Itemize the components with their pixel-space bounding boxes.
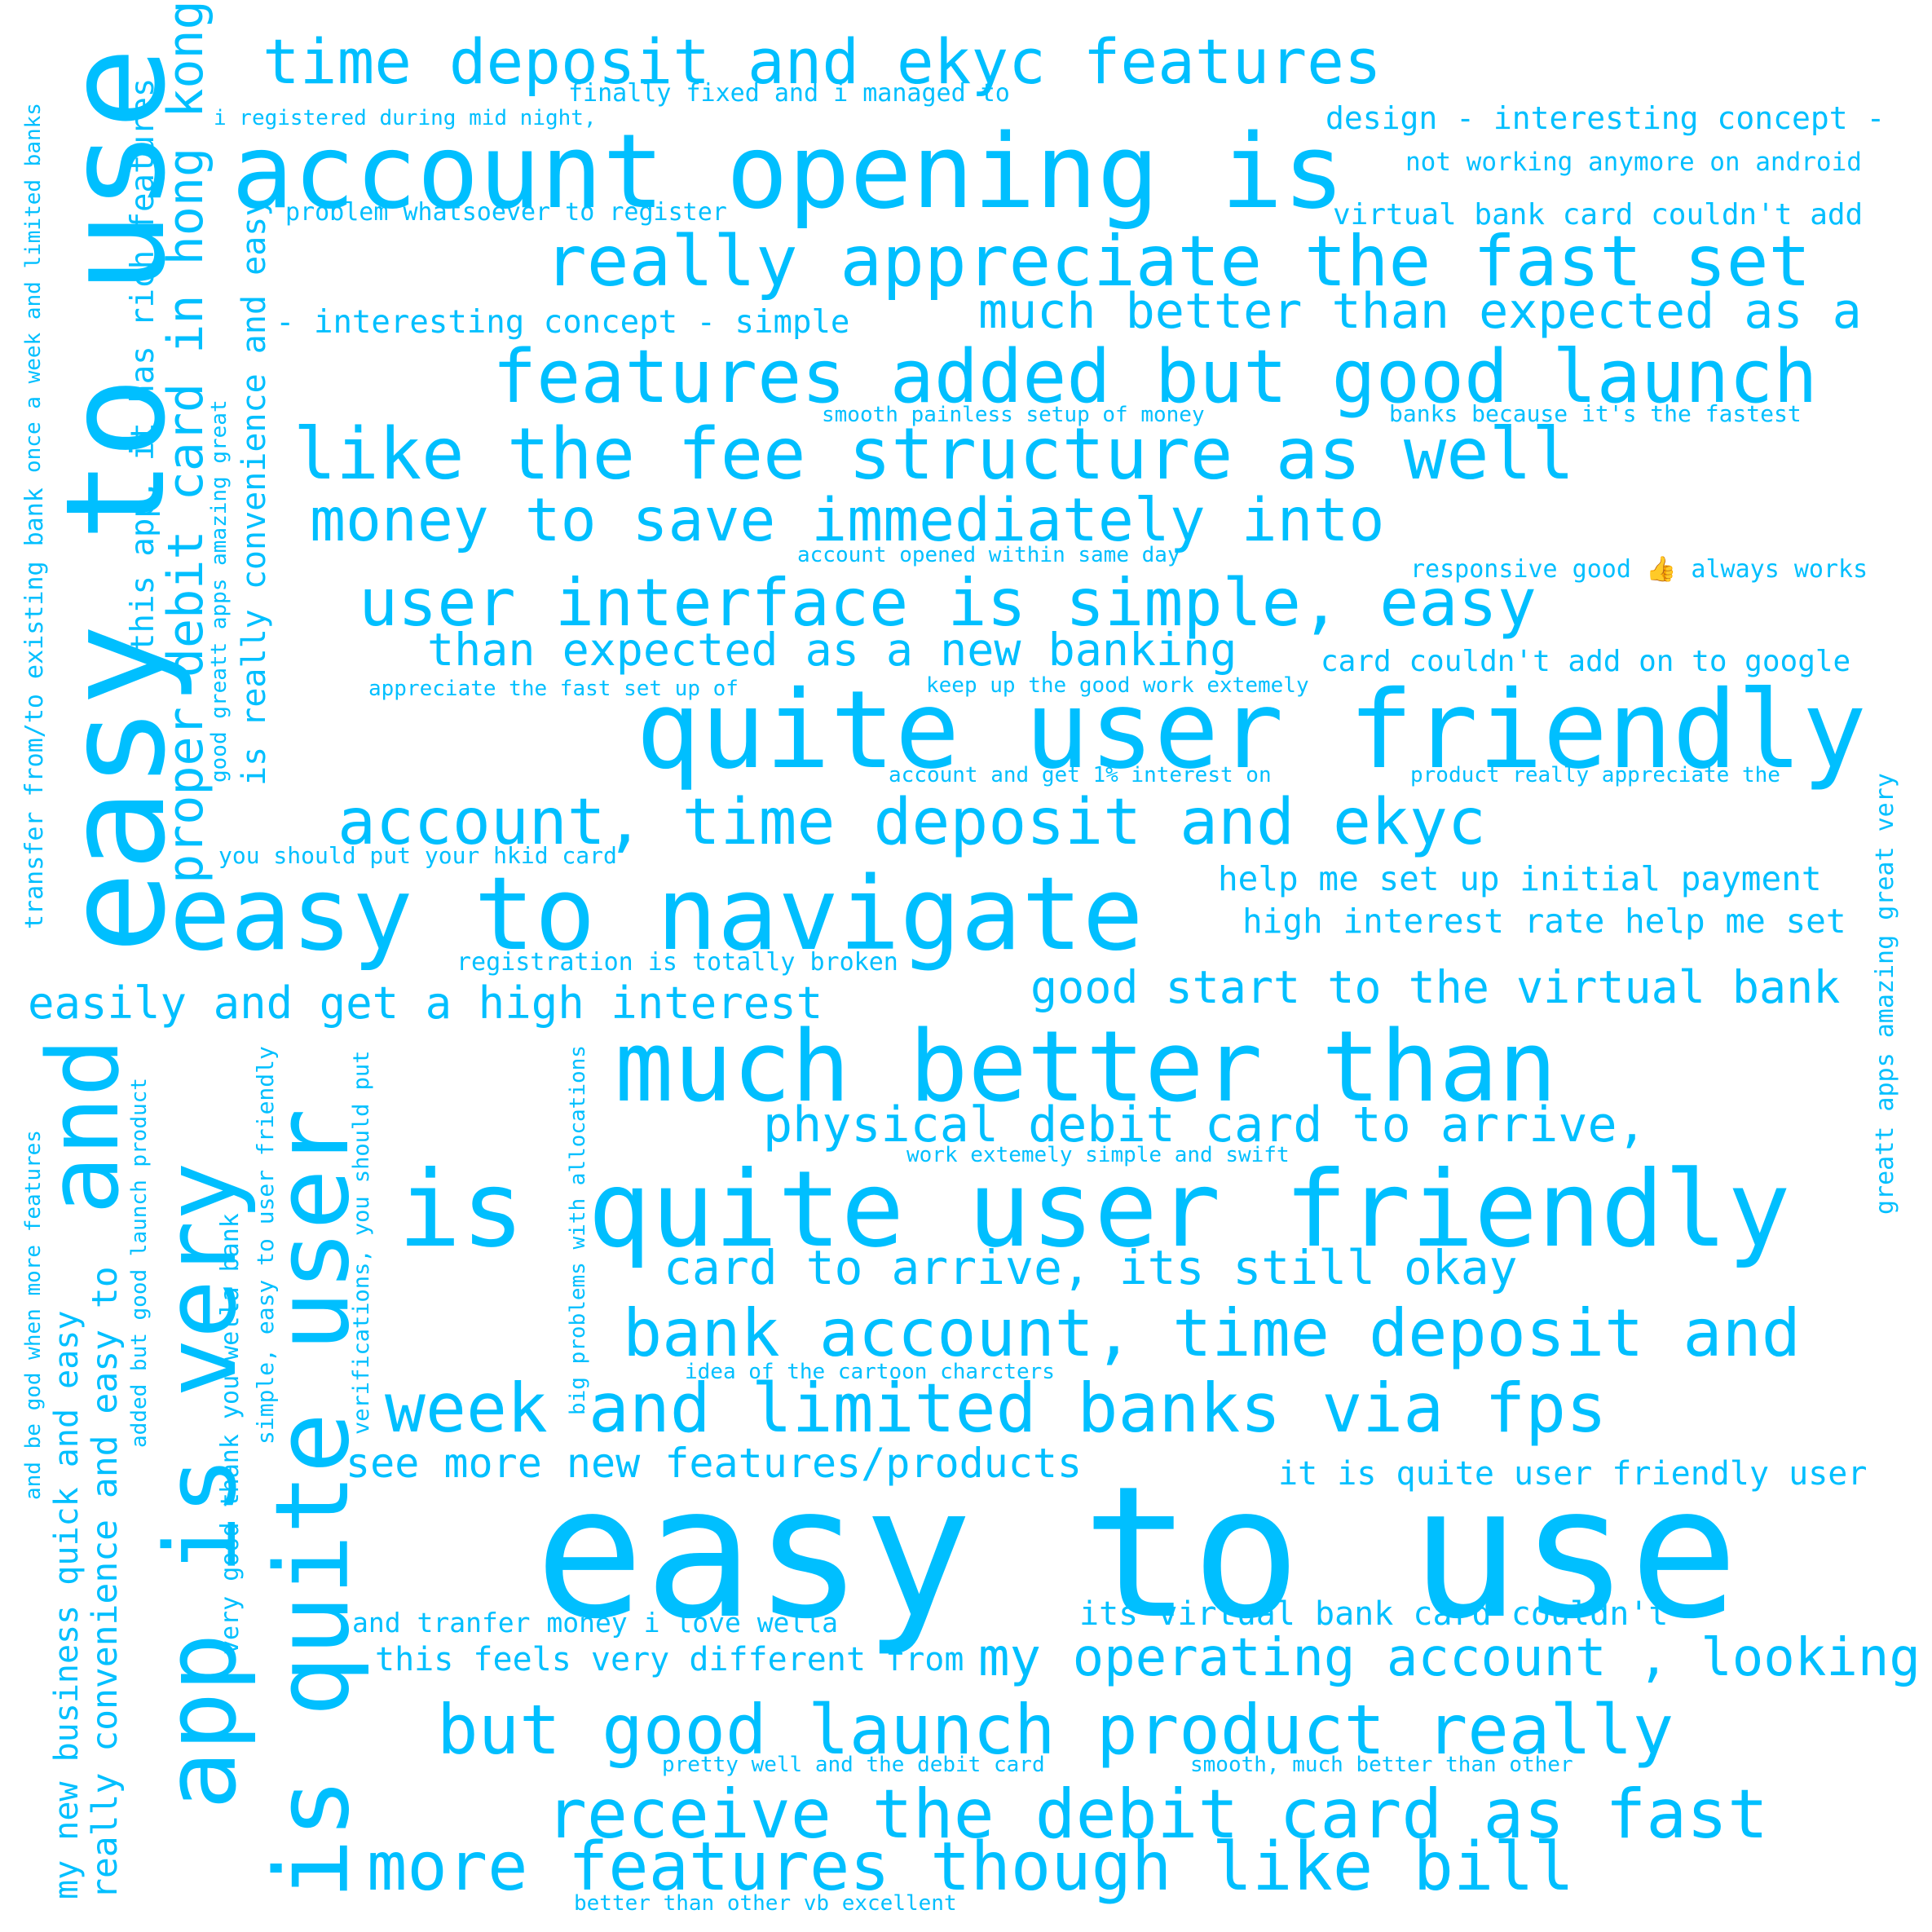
word-cloud-phrase: problem whatsoever to register <box>285 198 727 227</box>
word-cloud-phrase: physical debit card to arrive, <box>763 1096 1647 1153</box>
word-cloud-phrase: than expected as a new banking <box>427 624 1237 676</box>
word-cloud-phrase: responsive good 👍 always works <box>1410 555 1868 584</box>
word-cloud-phrase-vertical: big problems with allocations <box>566 1045 590 1415</box>
word-cloud-phrase: much better than <box>615 1011 1557 1124</box>
word-cloud-phrase: better than other vb excellent <box>574 1891 957 1916</box>
word-cloud-phrase: its virtual bank card couldn't <box>1079 1595 1669 1633</box>
word-cloud-phrase-vertical: my new business quick and easy <box>48 1310 86 1899</box>
word-cloud-phrase: receive the debit card as fast <box>546 1775 1769 1854</box>
word-cloud-phrase: not working anymore on android <box>1405 148 1862 177</box>
word-cloud-phrase: account and get 1% interest on <box>889 763 1272 787</box>
word-cloud-phrase: product really appreciate the <box>1410 763 1780 787</box>
word-cloud-phrase-vertical: greatt apps amazing great very <box>1871 773 1899 1215</box>
word-cloud-phrase: quite user friendly <box>636 668 1867 793</box>
word-cloud-phrase: week and limited banks via fps <box>385 1369 1608 1448</box>
word-cloud-phrase-vertical: good greatt apps amazing great <box>207 399 232 783</box>
word-cloud-phrase: smooth painless setup of money <box>822 403 1205 427</box>
word-cloud-phrase: my operating account , looking <box>978 1628 1921 1688</box>
word-cloud-phrase: good start to the virtual bank <box>1030 961 1841 1013</box>
word-cloud-phrase-vertical: simple, easy to user friendly <box>252 1046 279 1445</box>
word-cloud-phrase: like the fee structure as well <box>293 412 1575 496</box>
word-cloud-phrase-vertical: is really convenience and easy <box>236 196 273 786</box>
word-cloud-phrase: banks because it's the fastest <box>1389 400 1802 427</box>
word-cloud-phrase: see more new features/products <box>346 1440 1083 1487</box>
word-cloud-phrase: i registered during mid night, <box>214 106 597 130</box>
word-cloud-phrase: easy to use <box>535 1447 1739 1659</box>
word-cloud-phrase: account opening is <box>232 112 1345 232</box>
word-cloud-phrase: design - interesting concept - <box>1325 100 1886 136</box>
word-cloud-phrase: features added but good launch <box>492 334 1818 420</box>
word-cloud-phrase: easy to navigate <box>170 856 1144 973</box>
word-cloud-phrase: account, time deposit and ekyc <box>337 786 1486 859</box>
word-cloud-phrase: keep up the good work extemely <box>926 673 1309 698</box>
word-cloud-phrase: account opened within same day <box>797 543 1180 567</box>
word-cloud-phrase: more features though like bill <box>367 1828 1575 1906</box>
word-cloud-phrase-vertical: this app, it has rich features <box>125 77 161 652</box>
word-cloud-phrase: user interface is simple, easy <box>359 565 1537 641</box>
word-cloud-phrase: registration is totally broken <box>457 948 898 977</box>
word-cloud-phrase: - interesting concept - simple <box>276 304 850 341</box>
word-cloud-phrase: easily and get a high interest <box>28 977 823 1029</box>
word-cloud-phrase: it is quite user friendly user <box>1278 1455 1868 1493</box>
word-cloud-phrase: you should put your hkid card <box>218 842 617 869</box>
word-cloud-phrase: really appreciate the fast set <box>545 221 1811 302</box>
word-cloud-phrase-vertical: really convenience and easy to <box>85 1266 126 1899</box>
word-cloud-phrase: much better than expected as a <box>978 283 1862 340</box>
word-cloud-phrase: help me set up initial payment <box>1218 859 1822 898</box>
word-cloud-phrase: but good launch product really <box>437 1690 1674 1770</box>
word-cloud-phrase: and tranfer money i love wella <box>352 1607 839 1639</box>
word-cloud-phrase: time deposit and ekyc features <box>262 25 1382 98</box>
word-cloud-phrase-vertical: verifications, you should put <box>349 1050 374 1435</box>
word-cloud-phrase-vertical: proper debit card in hong kong <box>157 0 214 884</box>
word-cloud-phrase-vertical: and <box>28 1038 141 1215</box>
word-cloud-phrase: money to save immediately into <box>310 486 1385 555</box>
word-cloud-phrase-vertical: very good thank you wella bank <box>216 1213 245 1655</box>
word-cloud-phrase: this feels very different from <box>375 1641 964 1678</box>
word-cloud-phrase: idea of the cartoon charcters <box>685 1360 1055 1384</box>
word-cloud-phrase: bank account, time deposit and <box>623 1295 1801 1371</box>
word-cloud-phrase: smooth, much better than other <box>1190 1753 1573 1777</box>
word-cloud-phrase: finally fixed and i managed to <box>568 79 1010 108</box>
word-cloud-phrase: card to arrive, its still okay <box>664 1240 1518 1295</box>
word-cloud-phrase: appreciate the fast set up of <box>368 677 739 701</box>
word-cloud-phrase: work extemely simple and swift <box>906 1143 1290 1167</box>
word-cloud-phrase: high interest rate help me set <box>1242 902 1846 941</box>
word-cloud-phrase: is quite user friendly <box>398 1149 1791 1271</box>
word-cloud-phrase: virtual bank card couldn't add <box>1333 198 1864 232</box>
word-cloud-phrase: card couldn't add on to google <box>1321 645 1851 678</box>
word-cloud-phrase: pretty well and the debit card <box>662 1753 1045 1777</box>
